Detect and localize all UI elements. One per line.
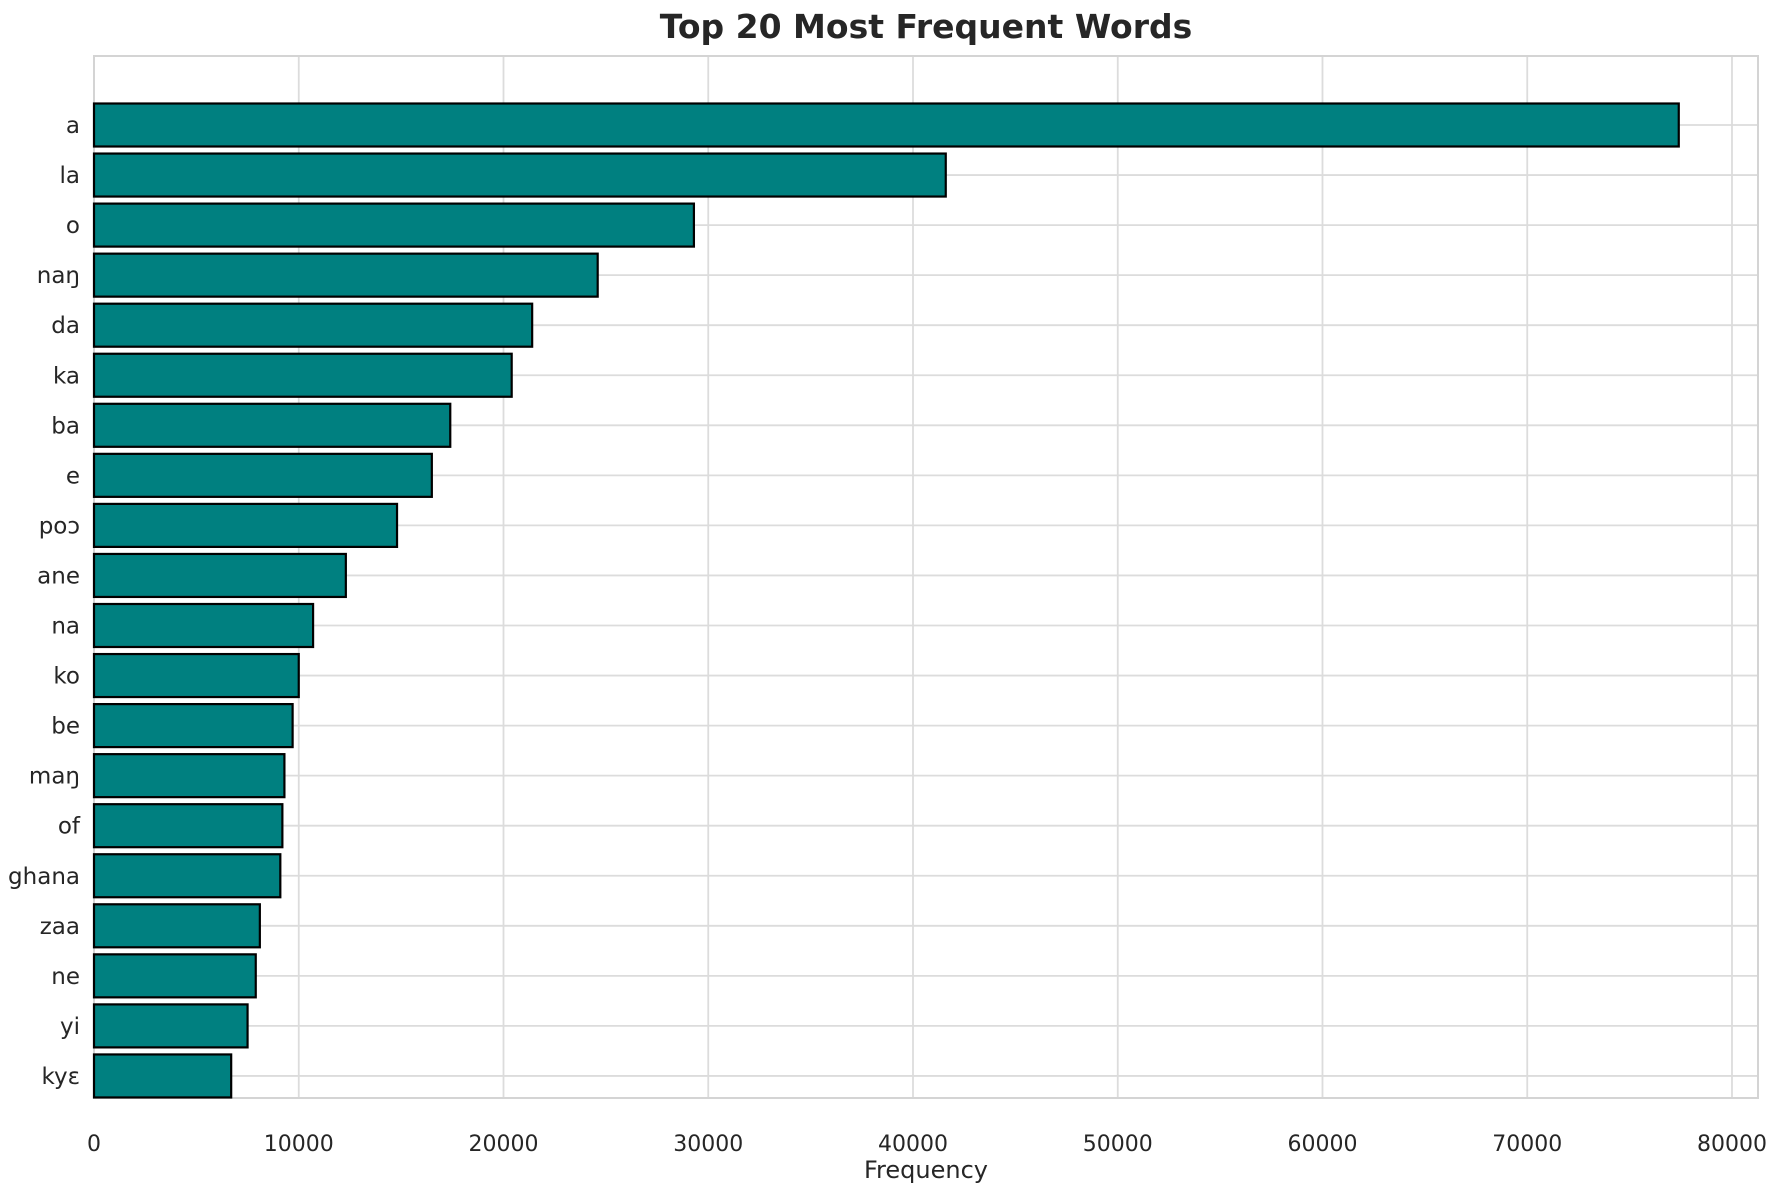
bar xyxy=(92,452,433,498)
y-tick-label: e xyxy=(66,463,80,489)
y-tick-label: poɔ xyxy=(39,513,80,539)
bar xyxy=(92,753,286,799)
bar xyxy=(92,1053,233,1099)
bars-layer xyxy=(92,102,1680,1099)
y-tick-label: ghana xyxy=(8,864,80,890)
bar xyxy=(92,352,513,398)
x-tick-label: 10000 xyxy=(264,1132,334,1157)
y-tick-label: ka xyxy=(53,363,80,389)
chart-title: Top 20 Most Frequent Words xyxy=(660,7,1193,46)
y-tick-label: na xyxy=(51,614,80,640)
y-tick-label: o xyxy=(66,213,80,239)
y-tick-label: ko xyxy=(53,664,80,690)
y-tick-label: be xyxy=(51,714,80,740)
x-tick-label: 0 xyxy=(87,1132,101,1157)
bar xyxy=(92,953,257,999)
bar xyxy=(92,402,452,448)
y-tick-label: zaa xyxy=(40,914,80,940)
x-tick-label: 70000 xyxy=(1492,1132,1562,1157)
x-tick-label: 40000 xyxy=(878,1132,948,1157)
bar xyxy=(92,1003,249,1049)
x-tick-label: 60000 xyxy=(1287,1132,1357,1157)
bar xyxy=(92,903,261,949)
bar xyxy=(92,302,534,348)
y-tick-label: ne xyxy=(51,964,80,990)
x-tick-label: 50000 xyxy=(1083,1132,1153,1157)
x-tick-label: 30000 xyxy=(673,1132,743,1157)
bar xyxy=(92,502,399,548)
bar xyxy=(92,252,599,298)
bar xyxy=(92,853,282,899)
bar xyxy=(92,652,300,699)
bar xyxy=(92,202,696,248)
x-axis-label: Frequency xyxy=(864,1156,988,1184)
bar xyxy=(92,102,1680,148)
y-tick-label: ba xyxy=(51,413,80,439)
y-tick-label: a xyxy=(66,113,80,139)
y-tick-label: yi xyxy=(60,1014,80,1040)
bar xyxy=(92,552,347,599)
x-tick-label: 80000 xyxy=(1697,1132,1767,1157)
bar xyxy=(92,803,284,849)
bar xyxy=(92,702,294,749)
y-tick-label: da xyxy=(51,313,80,339)
y-axis-labels: a la o naŋ da ka ba e poɔ ane na ko be maŋ of ghana zaa n… xyxy=(8,113,81,1090)
y-tick-label: ane xyxy=(37,563,80,589)
bar xyxy=(92,152,947,198)
bar xyxy=(92,602,315,649)
x-axis-ticks: 0 10000 20000 30000 40000 50000 60000 70000 8000… xyxy=(87,1132,1767,1157)
y-tick-label: maŋ xyxy=(29,764,80,790)
x-tick-label: 20000 xyxy=(468,1132,538,1157)
y-tick-label: kyɛ xyxy=(41,1064,80,1090)
y-tick-label: of xyxy=(58,814,81,840)
y-tick-label: naŋ xyxy=(37,263,80,289)
y-tick-label: la xyxy=(60,163,80,189)
